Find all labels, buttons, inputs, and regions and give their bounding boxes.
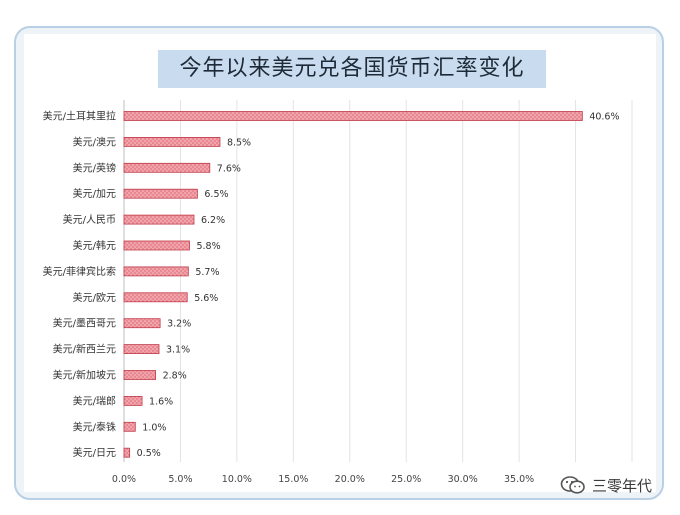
x-tick-label: 5.0% — [168, 474, 192, 485]
x-tick-label: 20.0% — [335, 474, 365, 485]
bar — [123, 111, 583, 121]
value-label: 40.6% — [589, 112, 619, 123]
bar — [123, 240, 190, 251]
category-label: 美元/瑞郎 — [73, 394, 116, 407]
value-label: 8.5% — [227, 137, 251, 148]
bar — [123, 162, 211, 173]
category-label: 美元/日元 — [73, 446, 116, 459]
value-label: 1.6% — [149, 396, 173, 407]
bar — [123, 318, 161, 329]
bar — [123, 136, 221, 147]
value-label: 5.6% — [194, 293, 218, 304]
bar — [123, 370, 157, 380]
bar — [123, 344, 160, 355]
x-tick-labels: 0.0% 5.0% 10.0% 15.0% 20.0% 25.0% 30.0% 35.0% — [112, 474, 534, 485]
watermark: 三零年代 — [560, 474, 652, 496]
bar — [123, 292, 188, 303]
category-label: 美元/澳元 — [73, 135, 116, 148]
value-label: 3.1% — [166, 345, 190, 356]
watermark-text: 三零年代 — [592, 476, 653, 495]
bars-group: 40.6% 8.5% 7.6% 6.5% 6.2% 5.8% 5.7% 5.6% 3.2% 3.1… — [123, 111, 620, 459]
category-label: 美元/菲律宾比索 — [43, 265, 116, 278]
category-label: 美元/墨西哥元 — [53, 317, 116, 330]
value-label: 5.7% — [195, 267, 219, 278]
chart-title: 今年以来美元兑各国货币汇率变化 — [158, 50, 546, 88]
category-label: 美元/泰铢 — [73, 420, 116, 433]
category-label: 美元/加元 — [73, 187, 116, 200]
bar — [123, 188, 198, 199]
category-label: 美元/新西兰元 — [53, 343, 116, 356]
category-label: 美元/新加坡元 — [53, 369, 116, 382]
bar — [123, 395, 143, 406]
x-tick-label: 0.0% — [112, 474, 136, 485]
value-label: 3.2% — [167, 319, 191, 330]
x-tick-label: 10.0% — [222, 474, 252, 485]
category-label: 美元/欧元 — [73, 291, 116, 304]
bar — [123, 266, 189, 277]
bar — [123, 214, 195, 225]
bar — [123, 447, 131, 458]
grid-lines — [123, 100, 633, 462]
x-tick-label: 25.0% — [391, 474, 421, 485]
category-label: 美元/英镑 — [73, 161, 116, 174]
x-tick-label: 35.0% — [504, 474, 534, 485]
x-tick-label: 30.0% — [448, 474, 478, 485]
value-label: 2.8% — [163, 371, 187, 382]
value-label: 5.8% — [196, 241, 220, 252]
category-label: 美元/土耳其里拉 — [43, 110, 116, 123]
value-label: 1.0% — [142, 422, 166, 433]
bar — [123, 421, 136, 432]
value-label: 6.2% — [201, 215, 225, 226]
value-label: 7.6% — [217, 163, 241, 174]
category-label: 美元/人民币 — [63, 213, 116, 226]
value-label: 6.5% — [204, 189, 228, 200]
category-label: 美元/韩元 — [73, 239, 116, 252]
category-labels: 美元/土耳其里拉美元/澳元美元/英镑美元/加元美元/人民币美元/韩元美元/菲律宾… — [43, 110, 116, 460]
x-tick-label: 15.0% — [278, 474, 308, 485]
value-label: 0.5% — [137, 448, 161, 459]
chart-panel — [24, 34, 656, 492]
wechat-icon — [560, 476, 585, 494]
